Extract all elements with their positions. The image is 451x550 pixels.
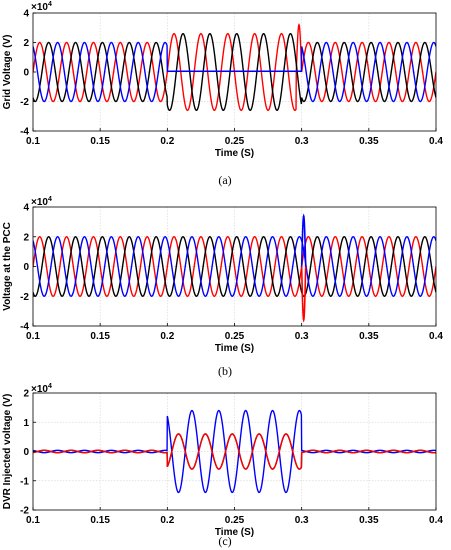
figure-caption: (b)	[218, 364, 232, 378]
series-line	[33, 23, 436, 112]
y-tick-label: 2	[23, 389, 29, 400]
x-axis-label: Time (S)	[215, 527, 254, 538]
y-exponent-power: 4	[48, 1, 52, 8]
y-tick-label: -4	[20, 322, 29, 333]
y-tick-label: 1	[23, 418, 29, 429]
y-tick-label: 0	[23, 262, 29, 273]
series-group	[33, 409, 436, 494]
x-tick-label: 0.1	[26, 515, 40, 526]
x-tick-label: 0.15	[90, 515, 110, 526]
y-tick-label: 0	[23, 68, 29, 79]
y-tick-label: 4	[23, 203, 29, 214]
series-line	[33, 41, 436, 103]
series-line	[33, 236, 436, 297]
x-axis-label: Time (S)	[215, 148, 254, 159]
transient-spike	[300, 213, 307, 267]
panel-c: 0.1 0.15 0.2 0.25 0.3 0.35 0.4 -2 -1 0 1 2 ×104 Time …	[2, 383, 443, 548]
y-exponent-label: ×104	[31, 383, 52, 395]
y-tick-label: -2	[20, 506, 29, 517]
x-tick-label: 0.35	[359, 136, 379, 147]
y-axis-label: Voltage at the PCC	[2, 222, 13, 311]
x-tick-label: 0.35	[359, 515, 379, 526]
y-tick-label: -2	[20, 292, 29, 303]
y-tick-label: 0	[23, 447, 29, 458]
series-line	[33, 409, 436, 494]
y-tick-label: 2	[23, 38, 29, 49]
x-tick-label: 0.3	[295, 515, 309, 526]
y-axis-label: Grid Voltage (V)	[2, 35, 13, 110]
x-tick-label: 0.2	[160, 515, 174, 526]
series-line	[33, 236, 436, 297]
series-line	[33, 32, 436, 112]
x-tick-label: 0.4	[429, 331, 443, 342]
figure-caption: (a)	[218, 173, 231, 187]
panel-b: 0.1 0.15 0.2 0.25 0.3 0.35 0.4 -4 -2 0 2 4 ×104 Time …	[2, 196, 443, 378]
series-group	[33, 213, 436, 323]
x-axis-label: Time (S)	[215, 343, 254, 354]
y-tick-label: -1	[20, 476, 29, 487]
figure-caption: (c)	[218, 534, 231, 548]
y-tick-label: -2	[20, 97, 29, 108]
x-tick-label: 0.35	[359, 331, 379, 342]
x-tick-label: 0.25	[225, 136, 245, 147]
panel-a: 0.1 0.15 0.2 0.25 0.3 0.35 0.4 -4 -2 0 2 4×104 Time …	[2, 1, 443, 187]
y-axis-label: DVR Injected voltage (V)	[2, 394, 13, 510]
y-exponent-label: ×104	[31, 196, 52, 208]
y-tick-label: 2	[23, 232, 29, 243]
y-exponent-power: 4	[48, 383, 52, 390]
x-tick-label: 0.2	[160, 136, 174, 147]
x-tick-label: 0.25	[225, 515, 245, 526]
x-tick-label: 0.3	[295, 136, 309, 147]
series-line	[33, 433, 436, 470]
y-exponent-power: 4	[48, 196, 52, 203]
y-tick-label: 4	[23, 9, 29, 20]
series-line	[33, 236, 436, 297]
y-tick-label: -4	[20, 127, 29, 138]
series-group	[33, 23, 436, 112]
x-tick-label: 0.15	[90, 136, 110, 147]
x-tick-label: 0.2	[160, 331, 174, 342]
x-tick-label: 0.15	[90, 331, 110, 342]
x-tick-label: 0.4	[429, 136, 443, 147]
x-tick-label: 0.25	[225, 331, 245, 342]
x-tick-label: 0.1	[26, 136, 40, 147]
x-tick-label: 0.3	[295, 331, 309, 342]
y-exponent-label: ×104	[31, 1, 52, 13]
x-tick-label: 0.4	[429, 515, 443, 526]
x-tick-label: 0.1	[26, 331, 40, 342]
transient-spike	[300, 266, 307, 323]
